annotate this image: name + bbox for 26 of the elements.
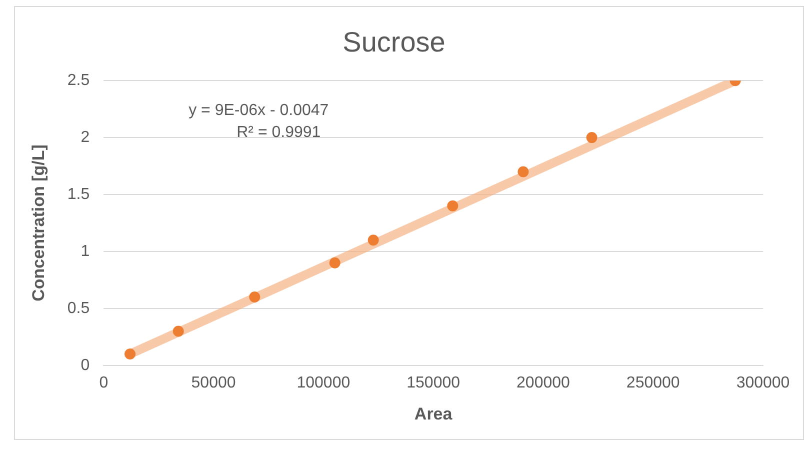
y-tick-label: 2 (80, 128, 90, 146)
y-tick-label: 0 (80, 356, 90, 374)
annotation: R² = 0.9991 (236, 124, 321, 142)
point (368, 234, 379, 246)
x-tick-label: 300000 (736, 374, 790, 392)
x-tick-label: 250000 (626, 374, 680, 392)
y-tick-label: 2.5 (67, 72, 90, 90)
x-tick-label: 150000 (406, 374, 460, 392)
point (329, 257, 340, 268)
point (124, 348, 136, 360)
x-tick-label: 0 (99, 374, 108, 392)
chart-title: Sucrose (342, 26, 446, 58)
y-tick-label: 1 (80, 242, 90, 260)
y-tick-label: 1.5 (67, 186, 90, 203)
point (249, 292, 260, 303)
point (447, 200, 458, 212)
x-tick-label: 200000 (516, 374, 570, 392)
point (586, 132, 598, 144)
y-tick-label: 0.5 (67, 300, 90, 317)
annotation: y = 9E-06x - 0.0047 (188, 102, 329, 120)
x-tick-label: 100000 (296, 374, 350, 392)
y-axis-title: Concentration [g/L] (28, 144, 48, 302)
point (518, 166, 529, 178)
point (172, 326, 184, 337)
x-tick-label: 50000 (191, 374, 236, 392)
x-axis-title: Area (414, 404, 453, 424)
